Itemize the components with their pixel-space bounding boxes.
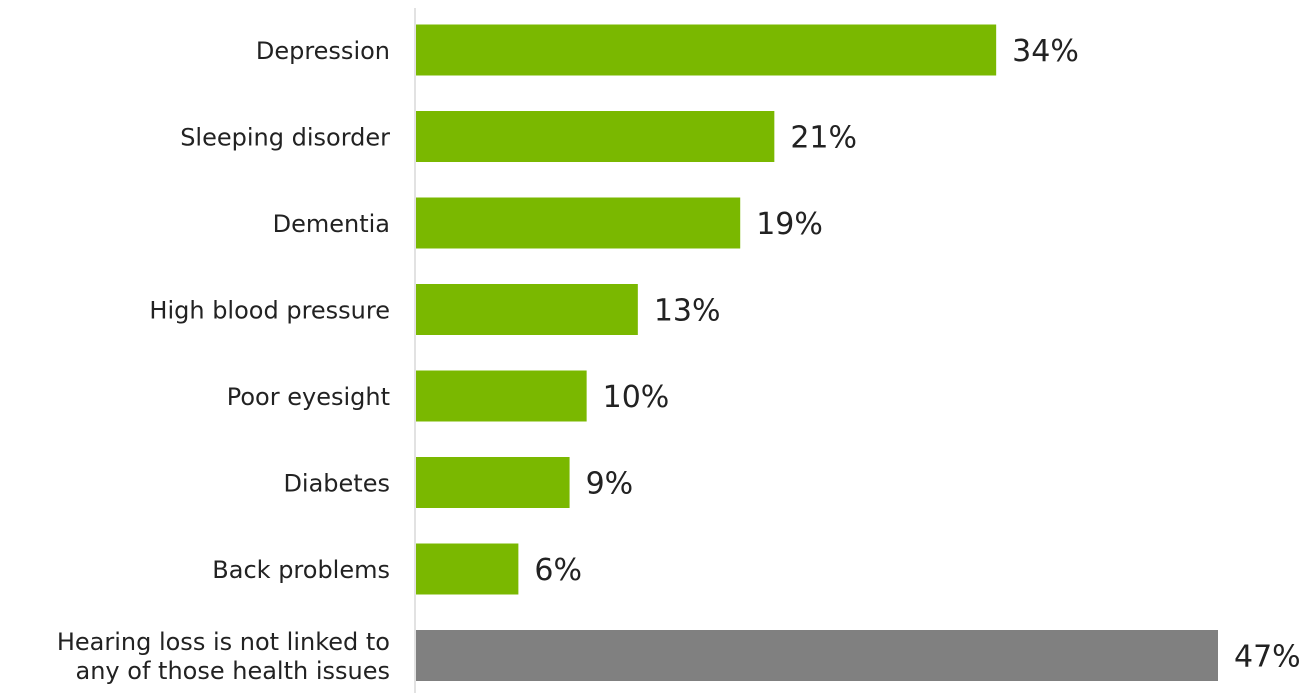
category-label-line: High blood pressure [149,297,390,325]
value-label-6: 6% [534,553,582,588]
category-label-4: Poor eyesight [227,383,390,411]
category-label-3: High blood pressure [149,297,390,325]
category-label-line: Hearing loss is not linked to [57,628,390,656]
bar-7 [416,630,1218,681]
category-label-line: Back problems [212,556,390,584]
category-label-line: any of those health issues [76,657,390,685]
bar-5 [416,457,570,508]
bar-1 [416,111,775,162]
value-label-0: 34% [1012,34,1079,69]
category-label-0: Depression [256,37,390,65]
value-label-7: 47% [1234,640,1301,675]
category-label-1: Sleeping disorder [180,124,390,152]
category-label-line: Diabetes [283,470,390,498]
category-label-line: Sleeping disorder [180,124,390,152]
category-label-line: Depression [256,37,390,65]
bar-4 [416,370,587,422]
category-label-2: Dementia [273,210,390,238]
bar-3 [416,284,638,335]
category-label-6: Back problems [212,556,390,584]
bar-0 [416,24,997,76]
category-label-5: Diabetes [283,470,390,498]
value-label-5: 9% [586,467,634,502]
category-labels-group: Depression Sleeping disorder Dementia High … [57,37,390,685]
bar-6 [416,543,519,595]
bar-2 [416,197,741,249]
value-label-3: 13% [654,294,721,329]
bars-group [416,24,1218,681]
value-label-2: 19% [756,207,823,242]
category-label-7: Hearing loss is not linked to any of thos… [57,628,390,685]
value-labels-group: 34% 21% 19% 13% 10% 9% 6% 47% [534,34,1300,675]
value-label-4: 10% [603,380,670,415]
value-label-1: 21% [790,121,857,156]
category-label-line: Dementia [273,210,390,238]
category-label-line: Poor eyesight [227,383,390,411]
